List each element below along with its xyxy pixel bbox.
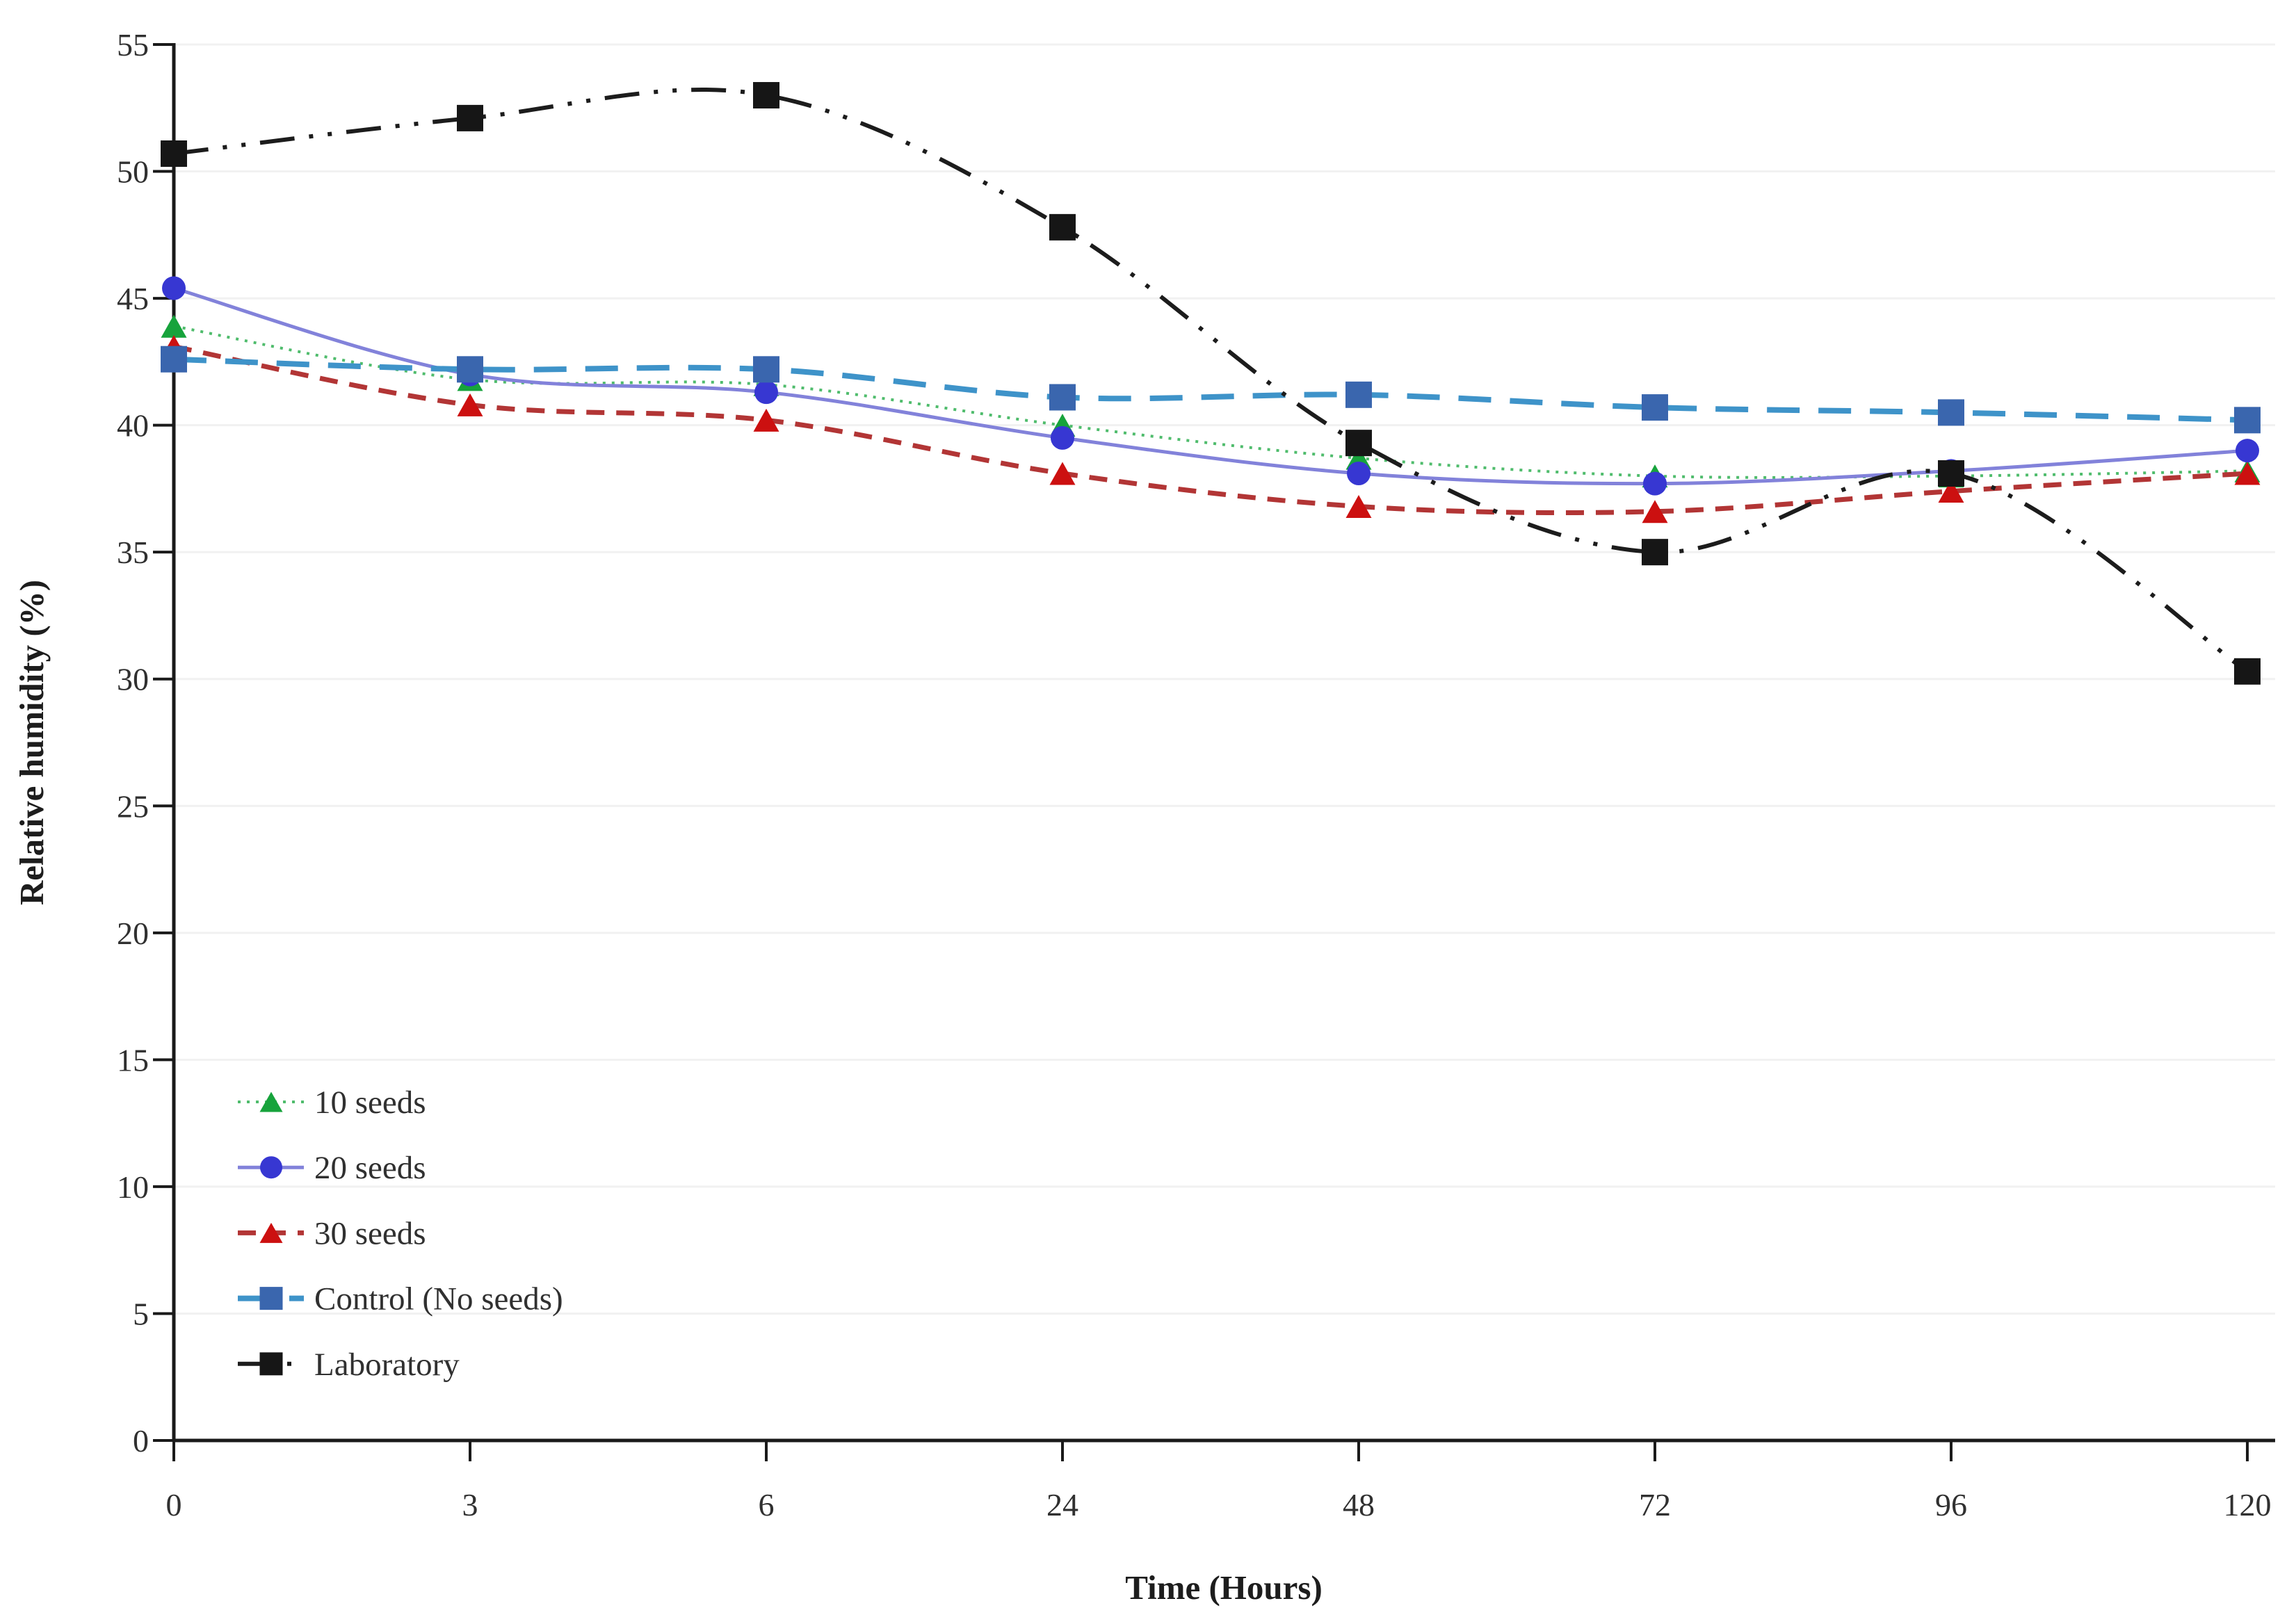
marker-20-seeds-x120 [2236, 439, 2259, 463]
legend-marker-laboratory [259, 1352, 283, 1376]
x-tick-label-0: 0 [166, 1487, 182, 1522]
x-tick-label-96: 96 [1935, 1487, 1967, 1522]
legend-label-control-no-seeds: Control (No seeds) [314, 1281, 563, 1317]
legend-marker-10-seeds [259, 1091, 283, 1112]
line-20-seeds [173, 286, 2248, 486]
y-tick-label-5: 5 [133, 1296, 149, 1331]
marker-laboratory-x48 [1345, 430, 1372, 457]
marker-20-seeds-x6 [754, 380, 778, 405]
marker-laboratory-x96 [1938, 460, 1964, 487]
y-tick-label-50: 50 [117, 154, 149, 190]
line-laboratory [173, 88, 2249, 674]
x-tick-label-120: 120 [2224, 1487, 2272, 1522]
x-tick-label-24: 24 [1046, 1487, 1078, 1522]
marker-control-no-seeds-x0 [161, 346, 187, 373]
y-tick-label-35: 35 [117, 535, 149, 570]
legend-label-30-seeds: 30 seeds [314, 1215, 426, 1251]
y-tick-label-0: 0 [133, 1423, 149, 1459]
marker-30-seeds-x6 [753, 408, 779, 432]
y-tick-label-40: 40 [117, 408, 149, 444]
marker-30-seeds-x96 [1938, 480, 1964, 503]
legend-marker-control-no-seeds [259, 1287, 283, 1310]
legend-marker-20-seeds [260, 1156, 282, 1179]
marker-laboratory-x72 [1642, 539, 1668, 566]
marker-control-no-seeds-x96 [1938, 399, 1964, 426]
line-control-no-seeds [173, 356, 2248, 423]
y-tick-label-30: 30 [117, 662, 149, 697]
line-10-seeds [173, 325, 2248, 479]
marker-10-seeds-x0 [161, 314, 187, 338]
y-tick-label-45: 45 [117, 281, 149, 316]
marker-laboratory-x3 [457, 104, 483, 131]
marker-30-seeds-x3 [457, 393, 483, 416]
marker-control-no-seeds-x3 [457, 356, 483, 383]
marker-30-seeds-x48 [1345, 494, 1372, 518]
marker-20-seeds-x24 [1051, 425, 1074, 450]
marker-control-no-seeds-x72 [1642, 394, 1668, 421]
legend-item-20-seeds: 20 seeds [238, 1150, 426, 1186]
y-tick-label-20: 20 [117, 916, 149, 951]
legend-label-10-seeds: 10 seeds [314, 1085, 426, 1121]
series-lines [161, 82, 2261, 685]
x-tick-label-72: 72 [1639, 1487, 1671, 1522]
x-tick-label-3: 3 [462, 1487, 478, 1522]
marker-control-no-seeds-x48 [1345, 381, 1372, 408]
legend-item-30-seeds: 30 seeds [238, 1215, 426, 1251]
gridlines [175, 43, 2275, 1315]
line-30-seeds [173, 344, 2248, 516]
legend-label-laboratory: Laboratory [314, 1347, 460, 1383]
y-tick-label-15: 15 [117, 1042, 149, 1078]
marker-laboratory-x0 [161, 140, 187, 167]
legend-marker-30-seeds [259, 1222, 283, 1243]
y-axis-title: Relative humidity (%) [13, 580, 51, 905]
marker-laboratory-x120 [2234, 658, 2261, 685]
series-control-no-seeds [161, 346, 2261, 434]
marker-20-seeds-x48 [1347, 462, 1371, 486]
x-axis-title: Time (Hours) [1125, 1568, 1323, 1607]
marker-control-no-seeds-x24 [1049, 384, 1076, 411]
marker-20-seeds-x0 [162, 276, 186, 300]
series-30-seeds [161, 334, 2261, 523]
marker-control-no-seeds-x6 [753, 356, 779, 383]
legend-item-10-seeds: 10 seeds [238, 1085, 426, 1121]
series-laboratory [161, 82, 2261, 685]
marker-30-seeds-x24 [1049, 462, 1076, 485]
x-tick-label-48: 48 [1343, 1487, 1375, 1522]
marker-laboratory-x6 [753, 82, 779, 109]
axes: 0 5 10 15 20 25 30 35 40 45 50 55 0 3 6 24 48 72 96 120 [117, 27, 2275, 1522]
legend-item-laboratory: Laboratory [238, 1347, 460, 1383]
x-tick-label-6: 6 [759, 1487, 775, 1522]
marker-30-seeds-x72 [1642, 500, 1668, 523]
marker-20-seeds-x72 [1643, 471, 1667, 496]
y-tick-label-10: 10 [117, 1169, 149, 1205]
marker-30-seeds-x120 [2234, 462, 2261, 485]
y-tick-label-55: 55 [117, 27, 149, 63]
marker-laboratory-x24 [1049, 213, 1076, 241]
legend: 10 seeds 20 seeds 30 seeds Control (No seed… [238, 1085, 563, 1383]
legend-item-control-no-seeds: Control (No seeds) [238, 1281, 563, 1317]
y-tick-label-25: 25 [117, 788, 149, 824]
legend-label-20-seeds: 20 seeds [314, 1150, 426, 1186]
marker-control-no-seeds-x120 [2234, 407, 2261, 434]
